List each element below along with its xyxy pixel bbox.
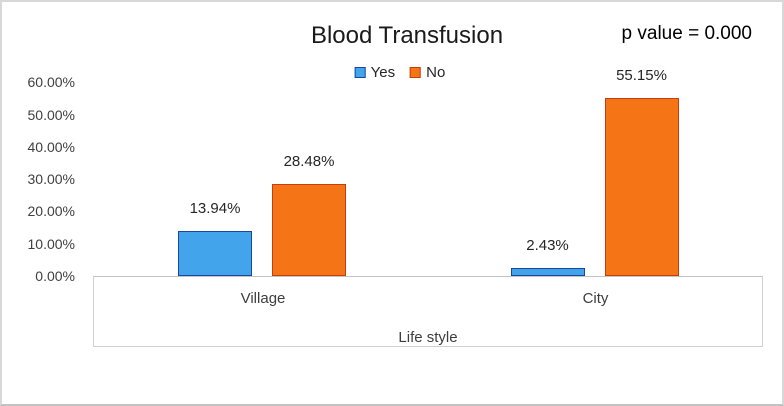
bar-city-no	[604, 97, 679, 276]
bar-city-yes	[510, 268, 585, 276]
y-axis-tick-label: 50.00%	[27, 106, 75, 123]
legend-marker-icon	[410, 67, 422, 78]
y-axis-tick-label: 20.00%	[27, 203, 75, 220]
data-label-city-no: 55.15%	[616, 66, 667, 84]
category-label-city: City	[582, 290, 609, 307]
data-label-village-no: 28.48%	[283, 153, 335, 170]
legend-label: Yes	[370, 64, 396, 81]
legend-item-yes: Yes	[354, 64, 396, 81]
p-value-annotation: p value = 0.000	[621, 23, 752, 44]
y-axis-tick-label: 40.00%	[27, 138, 75, 155]
legend-marker-icon	[354, 67, 366, 78]
legend-label: No	[426, 64, 446, 81]
x-axis-category-box: Village City Life style	[93, 276, 763, 347]
category-label-village: Village	[240, 290, 286, 307]
y-axis-tick-label: 30.00%	[27, 171, 75, 188]
data-label-village-yes: 13.94%	[189, 199, 241, 217]
chart-title: Blood Transfusion	[310, 22, 504, 49]
y-axis-tick-label: 0.00%	[35, 268, 75, 284]
bar-village-yes	[178, 230, 252, 276]
bar-village-no	[272, 184, 346, 276]
data-label-city-yes: 2.43%	[526, 237, 569, 255]
chart-legend: Yes No	[354, 64, 445, 81]
legend-item-no: No	[410, 64, 445, 81]
y-axis-tick-label: 10.00%	[27, 235, 75, 252]
y-axis-tick-label: 60.00%	[27, 74, 75, 91]
x-axis-title: Life style	[398, 329, 458, 346]
